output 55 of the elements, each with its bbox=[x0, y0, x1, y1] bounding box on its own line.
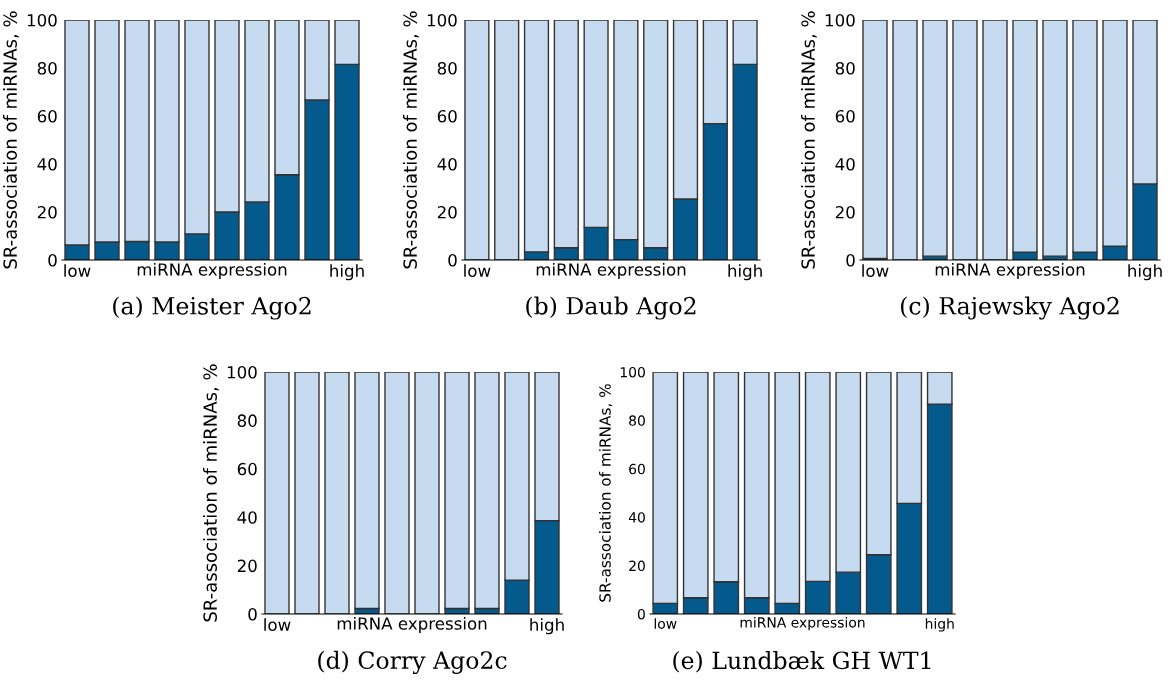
y-tick-label: 40 bbox=[37, 157, 57, 171]
x-tick-label: low bbox=[64, 264, 91, 278]
y-tick-label: 40 bbox=[628, 512, 645, 523]
y-axis-title: SR-association of miRNAs, % bbox=[202, 364, 219, 622]
y-tick-label: 60 bbox=[437, 109, 457, 123]
y-tick-label: 0 bbox=[637, 608, 645, 620]
y-tick-label: 20 bbox=[437, 205, 457, 219]
y-tick-label: 60 bbox=[237, 462, 257, 476]
y-tick-label: 100 bbox=[427, 13, 457, 27]
text: (c) Rajewsky Ago2 bbox=[901, 296, 1119, 320]
x-axis-title: miRNA expression bbox=[337, 616, 487, 634]
y-tick-label: 40 bbox=[835, 157, 855, 171]
x-tick-label: high bbox=[530, 618, 564, 635]
y-tick-label: 60 bbox=[37, 109, 57, 123]
y-tick-label: 100 bbox=[27, 13, 57, 27]
x-tick-label: high bbox=[728, 264, 762, 281]
y-tick-label: 40 bbox=[237, 511, 257, 524]
y-tick-label: 0 bbox=[448, 253, 457, 267]
y-tick-label: 80 bbox=[437, 61, 457, 75]
y-tick-label: 80 bbox=[37, 61, 57, 75]
x-tick-label: high bbox=[925, 618, 954, 632]
y-axis-title: SR-association of miRNAs, % bbox=[598, 384, 613, 602]
y-tick-label: 100 bbox=[227, 365, 257, 379]
y-tick-label: 20 bbox=[835, 205, 855, 219]
y-tick-label: 0 bbox=[846, 253, 855, 267]
y-tick-label: 20 bbox=[237, 559, 257, 573]
y-tick-label: 100 bbox=[620, 366, 645, 378]
x-tick-label: high bbox=[330, 264, 364, 281]
y-tick-label: 0 bbox=[248, 607, 257, 621]
y-tick-label: 80 bbox=[835, 61, 855, 75]
y-axis-title: SR-association of miRNAs, % bbox=[402, 11, 419, 269]
y-axis-title: SR-association of miRNAs, % bbox=[2, 11, 19, 269]
text: (a) Meister Ago2 bbox=[113, 296, 311, 320]
y-tick-label: 0 bbox=[48, 253, 57, 267]
y-tick-label: 100 bbox=[825, 13, 855, 27]
x-axis-title: miRNA expression bbox=[935, 262, 1085, 280]
x-tick-label: low bbox=[464, 264, 491, 278]
y-tick-label: 60 bbox=[835, 109, 855, 123]
text: (e) Lundbæk GH WT1 bbox=[673, 650, 931, 673]
y-tick-label: 40 bbox=[437, 157, 457, 171]
x-axis-title: miRNA expression bbox=[740, 616, 865, 631]
x-tick-label: low bbox=[654, 618, 677, 629]
y-tick-label: 80 bbox=[629, 415, 645, 426]
text: (b) Daub Ago2 bbox=[526, 296, 696, 320]
y-axis-title: SR-association of miRNAs, % bbox=[800, 11, 817, 269]
x-axis-title: miRNA expression bbox=[137, 262, 287, 280]
y-tick-label: 60 bbox=[629, 463, 645, 475]
y-tick-label: 20 bbox=[37, 205, 57, 219]
x-axis-title: miRNA expression bbox=[536, 262, 686, 280]
x-tick-label: high bbox=[1128, 264, 1162, 281]
y-tick-label: 20 bbox=[629, 560, 645, 572]
y-tick-label: 80 bbox=[237, 414, 257, 427]
x-tick-label: low bbox=[264, 618, 291, 632]
text: (d) Corry Ago2c bbox=[318, 650, 507, 674]
x-tick-label: low bbox=[862, 264, 889, 278]
